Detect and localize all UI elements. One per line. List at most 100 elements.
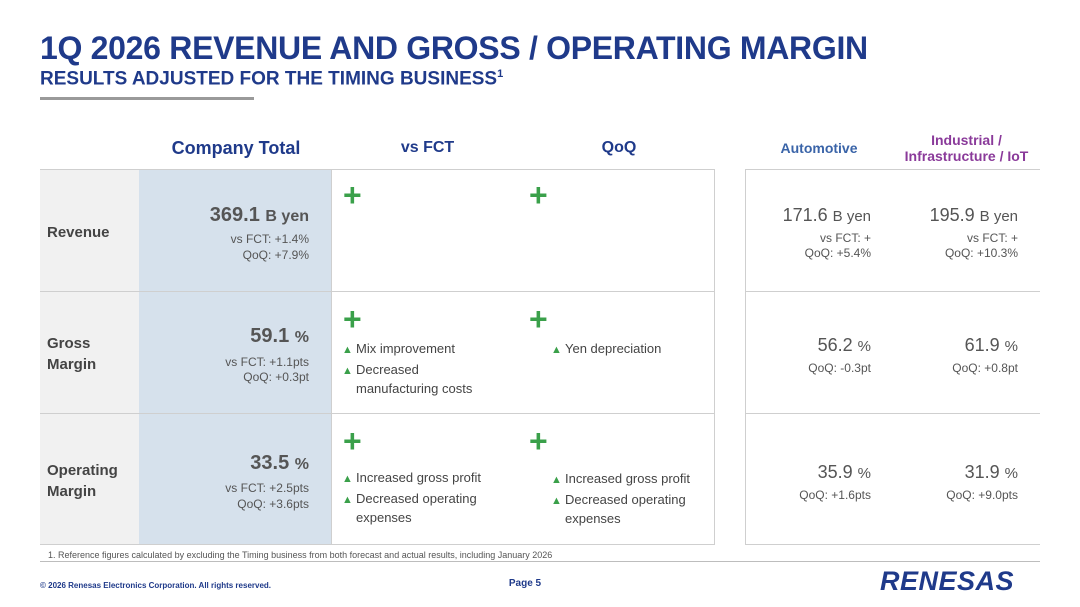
value-number: 31.9: [964, 462, 1000, 482]
value-number: 61.9: [964, 335, 1000, 355]
triangle-up-icon: ▲: [342, 494, 353, 506]
header-rule: [745, 169, 1040, 170]
row-divider: [745, 413, 1040, 414]
row-label-revenue: Revenue: [47, 224, 110, 241]
value-unit: B yen: [832, 208, 871, 225]
column-divider: [745, 169, 746, 545]
gross-margin-automotive-qoq: QoQ: -0.3pt: [808, 361, 871, 375]
gross-margin-company-vs-fct: vs FCT: +1.1pts: [225, 355, 309, 369]
column-divider: [714, 169, 715, 545]
row-label-operating-margin: Operating Margin: [47, 460, 118, 502]
bullet-text: Mix improvement: [356, 341, 455, 356]
column-divider: [331, 169, 332, 545]
list-item: ▲ Decreased operating expenses: [342, 490, 517, 527]
triangle-up-icon: ▲: [342, 344, 353, 356]
value-number: 56.2: [817, 335, 853, 355]
operating-margin-fct-bullets: ▲ Increased gross profit ▲ Decreased opera…: [342, 469, 517, 527]
revenue-fct-plus-icon: +: [343, 177, 362, 213]
bullet-text-continued: manufacturing costs: [356, 381, 473, 396]
bullet-text: Decreased operating: [356, 491, 477, 506]
list-item: ▲ Decreased operating expenses: [551, 491, 711, 528]
revenue-qoq-plus-icon: +: [529, 177, 548, 213]
gross-margin-fct-plus-icon: +: [343, 301, 362, 337]
revenue-industrial-qoq: QoQ: +10.3%: [944, 246, 1018, 260]
value-unit: %: [1004, 465, 1018, 482]
bullet-text-continued: expenses: [356, 510, 412, 525]
gross-margin-industrial-qoq: QoQ: +0.8pt: [952, 361, 1018, 375]
renesas-logo: RENESAS: [880, 566, 1015, 596]
triangle-up-icon: ▲: [342, 365, 353, 377]
copyright: © 2026 Renesas Electronics Corporation. …: [40, 581, 272, 590]
list-item: ▲ Increased gross profit: [551, 470, 711, 489]
bullet-text: Yen depreciation: [565, 341, 662, 356]
operating-margin-industrial-qoq: QoQ: +9.0pts: [946, 488, 1018, 502]
table-bottom-rule: [745, 544, 1040, 545]
row-label-line2: Margin: [47, 356, 97, 373]
triangle-up-icon: ▲: [551, 495, 562, 507]
subtitle-text: RESULTS ADJUSTED FOR THE TIMING BUSINESS: [40, 68, 498, 90]
row-divider: [745, 291, 1040, 292]
header-vs-fct: vs FCT: [400, 139, 455, 156]
footer-rule: [40, 561, 1040, 562]
value-unit: B yen: [265, 208, 309, 225]
table-bottom-rule: [40, 544, 715, 545]
operating-margin-fct-plus-icon: +: [343, 423, 362, 459]
value-unit: %: [294, 329, 309, 346]
gross-margin-qoq-bullets: ▲ Yen depreciation: [551, 340, 711, 359]
bullet-text: Decreased: [356, 362, 419, 377]
row-label-column: [40, 169, 139, 545]
company-total-column: [139, 169, 331, 545]
operating-margin-company-qoq: QoQ: +3.6pts: [237, 497, 309, 511]
page-title: 1Q 2026 REVENUE AND GROSS / OPERATING MA…: [40, 30, 868, 66]
title-underline: [40, 97, 254, 100]
bullet-text: Increased gross profit: [356, 470, 482, 485]
header-company-total: Company Total: [171, 138, 301, 158]
footnote: 1. Reference figures calculated by exclu…: [48, 550, 553, 560]
value-unit: B yen: [979, 208, 1018, 225]
page-number: Page 5: [508, 578, 542, 589]
triangle-up-icon: ▲: [551, 344, 562, 356]
header-industrial-line1: Industrial /: [931, 132, 1002, 148]
operating-margin-qoq-plus-icon: +: [529, 423, 548, 459]
value-unit: %: [857, 338, 871, 355]
bullet-text: Decreased operating: [565, 492, 686, 507]
row-label-line1: Operating: [47, 462, 118, 479]
operating-margin-automotive-value: 35.9 %: [745, 462, 871, 483]
operating-margin-automotive-qoq: QoQ: +1.6pts: [799, 488, 871, 502]
gross-margin-company-value: 59.1 %: [139, 325, 309, 348]
header-industrial: Industrial / Infrastructure / IoT: [893, 132, 1040, 164]
revenue-company-vs-fct: vs FCT: +1.4%: [230, 232, 309, 246]
gross-margin-fct-bullets: ▲ Mix improvement ▲ Decreased manufacturing…: [342, 340, 517, 398]
header-rule: [40, 169, 715, 170]
triangle-up-icon: ▲: [342, 473, 353, 485]
triangle-up-icon: ▲: [551, 474, 562, 486]
revenue-company-qoq: QoQ: +7.9%: [242, 248, 309, 262]
operating-margin-industrial-value: 31.9 %: [893, 462, 1018, 483]
value-number: 369.1: [209, 204, 260, 226]
list-item: ▲ Increased gross profit: [342, 469, 517, 488]
gross-margin-industrial-value: 61.9 %: [893, 335, 1018, 356]
revenue-industrial-vs-fct: vs FCT: +: [966, 231, 1018, 245]
bullet-text: Increased gross profit: [565, 471, 691, 486]
operating-margin-company-value: 33.5 %: [139, 452, 309, 475]
gross-margin-automotive-value: 56.2 %: [745, 335, 871, 356]
list-item: ▲ Mix improvement: [342, 340, 517, 359]
value-unit: %: [857, 465, 871, 482]
operating-margin-company-vs-fct: vs FCT: +2.5pts: [225, 481, 309, 495]
row-label-line2: Margin: [47, 483, 97, 500]
gross-margin-company-qoq: QoQ: +0.3pt: [243, 370, 309, 384]
revenue-industrial-value: 195.9 B yen: [893, 205, 1018, 226]
row-divider: [40, 291, 715, 292]
footnote-marker: 1: [497, 68, 504, 80]
page-subtitle: RESULTS ADJUSTED FOR THE TIMING BUSINESS…: [40, 68, 503, 90]
gross-margin-qoq-plus-icon: +: [529, 301, 548, 337]
value-number: 195.9: [929, 205, 975, 225]
row-label-line1: Gross: [47, 335, 91, 352]
header-qoq: QoQ: [601, 139, 637, 156]
revenue-automotive-qoq: QoQ: +5.4%: [804, 246, 871, 260]
operating-margin-qoq-bullets: ▲ Increased gross profit ▲ Decreased opera…: [551, 470, 711, 528]
revenue-automotive-value: 171.6 B yen: [745, 205, 871, 226]
revenue-automotive-vs-fct: vs FCT: +: [819, 231, 871, 245]
value-number: 59.1: [250, 325, 290, 347]
row-label-gross-margin: Gross Margin: [47, 333, 96, 375]
